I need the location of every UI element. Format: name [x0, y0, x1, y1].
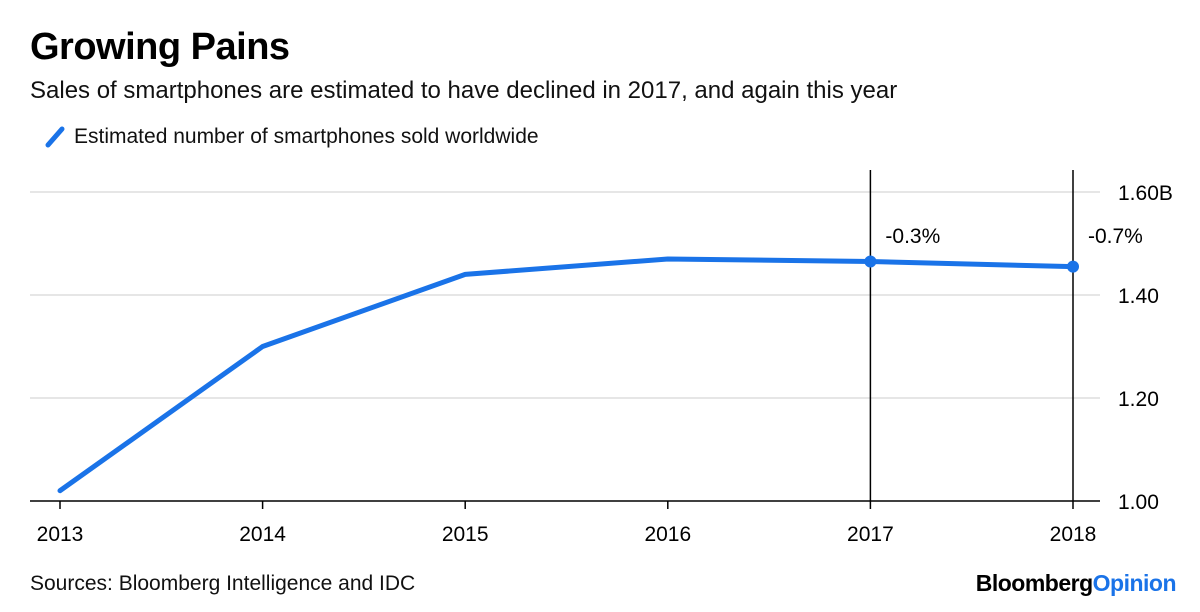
legend: Estimated number of smartphones sold wor… — [44, 125, 539, 149]
data-point-marker — [864, 255, 877, 268]
x-tick-label: 2018 — [1050, 523, 1097, 546]
brand-logo: BloombergOpinion — [975, 570, 1177, 597]
series-layer — [57, 255, 1079, 494]
annotation-label: -0.7% — [1088, 225, 1143, 248]
x-tick-label: 2015 — [442, 523, 489, 546]
chart-title: Growing Pains — [30, 26, 290, 68]
x-tick-label: 2016 — [644, 523, 691, 546]
labels-layer: 1.00 1.20 1.40 1.60B 2013 2014 2015 2016 2017 201… — [37, 182, 1173, 546]
source-note: Sources: Bloomberg Intelligence and IDC — [30, 572, 416, 595]
line-chart: 1.00 1.20 1.40 1.60B 2013 2014 2015 2016 2017 201… — [30, 170, 1173, 546]
annotation-lines — [869, 170, 1074, 501]
gridlines — [30, 191, 1100, 509]
data-point-marker — [1067, 260, 1079, 273]
x-tick-label: 2017 — [847, 523, 894, 546]
y-tick-label: 1.00 — [1118, 491, 1159, 514]
x-tick-label: 2014 — [239, 523, 286, 546]
series-line — [57, 256, 1076, 494]
legend-label: Estimated number of smartphones sold wor… — [74, 125, 539, 148]
brand-bloomberg: Bloomberg — [975, 570, 1093, 596]
annotation-label: -0.3% — [885, 225, 940, 248]
y-tick-label: 1.40 — [1118, 285, 1159, 308]
y-tick-label: 1.60B — [1118, 182, 1173, 205]
brand-opinion: Opinion — [1092, 570, 1177, 596]
y-tick-label: 1.20 — [1118, 388, 1159, 411]
x-tick-label: 2013 — [37, 523, 84, 546]
legend-line-icon — [45, 126, 65, 148]
chart-subtitle: Sales of smartphones are estimated to ha… — [30, 77, 898, 104]
